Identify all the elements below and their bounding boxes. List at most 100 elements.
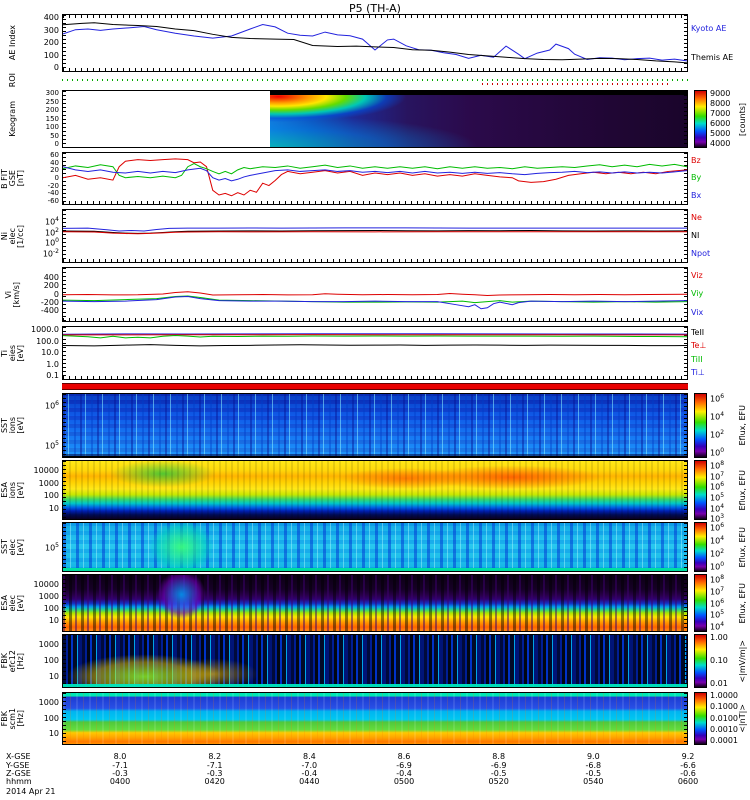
roi-label: ROI — [8, 72, 17, 88]
xaxis-tick-value: -7.1 — [112, 761, 128, 770]
ae-ylabel: AE Index — [8, 25, 17, 61]
esa-ions-yticks: 10000 1000 100 10 — [33, 466, 59, 513]
tick-comb — [63, 394, 66, 456]
temp-yticks: 1000.0 100.0 10.0 1.0 0.1 — [31, 325, 59, 380]
fbk1-yticks: 1000 100 10 — [38, 640, 59, 681]
ni-plot — [62, 209, 688, 263]
temp-plot — [62, 326, 688, 380]
xaxis-tick-value: -6.9 — [490, 761, 507, 770]
bfit-legend: Bz By Bx — [691, 155, 702, 201]
esa-elec-colorbar — [694, 574, 707, 632]
esa-ions-spectrogram — [62, 460, 688, 520]
sst-ions-yticks: 106 105 — [44, 400, 59, 451]
tick-comb — [63, 523, 66, 571]
xaxis-tick-value: -0.4 — [301, 769, 318, 778]
fbk1-ylabel: FBK efc12 [Hz] — [1, 649, 25, 673]
fbk1-colorbar — [694, 634, 707, 688]
tick-comb — [684, 394, 687, 456]
vi-plot — [62, 267, 688, 322]
vi-legend: Viz Viy Vix — [691, 271, 704, 317]
tick-comb — [63, 91, 66, 147]
tick-comb — [63, 15, 66, 71]
tick-comb — [63, 327, 66, 379]
esa-ions-colorbar-ticks: 108 107 106 105 104 103 — [710, 460, 725, 524]
ae-yticks: 400 300 200 100 0 — [43, 13, 59, 72]
sst-elec-ylabel: SST elec [eV] — [1, 538, 25, 556]
xaxis-tick-value: -0.4 — [396, 769, 412, 778]
fbk2-spectrogram — [62, 692, 688, 745]
xaxis-tick-value: -0.3 — [206, 769, 223, 778]
plot-title: P5 (TH-A) — [349, 2, 401, 15]
xaxis-tick-value: -6.9 — [396, 761, 412, 770]
sst-ions-ylabel: SST ions [eV] — [1, 417, 25, 434]
xaxis-row-label: Z-GSE — [6, 769, 31, 778]
xaxis-tick-value: 0540 — [583, 777, 604, 786]
fbk2-yticks: 1000 100 10 — [38, 698, 59, 738]
esa-elec-ylabel: ESA elec [eV] — [1, 594, 25, 612]
keogram-yticks: 300 250 200 150 100 50 0 — [45, 89, 59, 148]
tick-comb — [684, 523, 687, 571]
tick-comb — [63, 376, 687, 379]
xaxis-tick-value: -6.8 — [585, 761, 602, 770]
xaxis-tick-value: -7.0 — [301, 761, 318, 770]
esa-ions-ylabel: ESA ions [eV] — [1, 481, 25, 499]
sst-elec-yticks: 105 — [44, 541, 59, 553]
xaxis-tick-value: -0.5 — [490, 769, 507, 778]
tick-comb — [684, 210, 687, 262]
xaxis-row-label: Y-GSE — [6, 761, 30, 770]
fbk1-colorbar-ticks: 1.00 0.10 0.01 — [710, 633, 728, 688]
roi-flag-red — [482, 83, 672, 85]
esa-elec-yticks: 10000 1000 100 10 — [33, 580, 59, 625]
roi-flag-green — [62, 79, 688, 81]
tick-comb — [63, 693, 66, 744]
xaxis-tick-value: 8.2 — [208, 752, 222, 761]
xaxis-tick-value: 0600 — [677, 777, 699, 786]
sst-ions-spectrogram — [62, 393, 688, 458]
bfit-ylabel: B FIT GSE [nT] — [1, 168, 25, 189]
ni-legend: Ne NI Npot — [691, 213, 711, 258]
tick-comb — [63, 575, 66, 631]
flag-bar — [62, 383, 688, 390]
keogram-colorbar — [694, 90, 707, 148]
tick-comb — [684, 635, 687, 687]
xaxis-row-label: hhmm — [6, 777, 32, 786]
xaxis-row-label: X-GSE — [6, 752, 31, 761]
xaxis-tick-value: 8.6 — [397, 752, 411, 761]
sst-elec-colorbar-unit: Eflux, EFU — [738, 526, 747, 568]
esa-elec-colorbar-ticks: 108 107 106 105 104 — [710, 574, 725, 632]
tick-comb — [684, 693, 687, 744]
tick-comb — [684, 15, 687, 71]
sst-elec-spectrogram — [62, 522, 688, 572]
keogram-ylabel: Keogram — [8, 101, 17, 137]
esa-ions-colorbar — [694, 460, 707, 520]
sst-elec-colorbar — [694, 522, 707, 572]
tick-comb — [63, 635, 66, 687]
xaxis-tick-value: 9.0 — [586, 752, 600, 761]
fbk1-spectrogram — [62, 634, 688, 688]
fbk2-colorbar — [694, 692, 707, 745]
tick-comb — [684, 91, 687, 147]
xaxis-tick-value: 8.4 — [302, 752, 316, 761]
sst-elec-colorbar-ticks: 106 104 102 100 — [710, 522, 725, 572]
xaxis-tick-value: 8.0 — [113, 752, 127, 761]
fbk2-colorbar-unit: <|nT|> — [738, 704, 747, 733]
ni-ylabel: Ni elec [1/cc] — [1, 224, 25, 248]
tick-comb — [63, 461, 66, 519]
xaxis-tick-value: -0.5 — [585, 769, 602, 778]
esa-ions-colorbar-unit: Eflux, EFU — [738, 469, 747, 511]
tick-comb — [63, 15, 687, 18]
tick-comb — [63, 68, 687, 71]
tick-comb — [684, 461, 687, 519]
xaxis-tick-value: -6.6 — [680, 761, 696, 770]
fbk2-ylabel: FBK scm1 [Hz] — [1, 707, 25, 730]
xaxis-tick-value: -7.1 — [206, 761, 223, 770]
fbk2-colorbar-ticks: 1.0000 0.1000 0.0100 0.0010 0.0001 — [710, 691, 738, 745]
xaxis-tick-value: -0.6 — [680, 769, 696, 778]
xaxis-tick-value: 0440 — [299, 777, 320, 786]
fbk1-colorbar-unit: <|mV/m|> — [738, 639, 747, 683]
bfit-yticks: 60 40 20 0 -20 -40 -60 — [47, 151, 59, 205]
temp-ylabel: Ti eies [eV] — [1, 344, 25, 362]
xaxis-tick-value: 0520 — [488, 777, 509, 786]
vi-ylabel: Vi [km/s] — [4, 281, 21, 308]
